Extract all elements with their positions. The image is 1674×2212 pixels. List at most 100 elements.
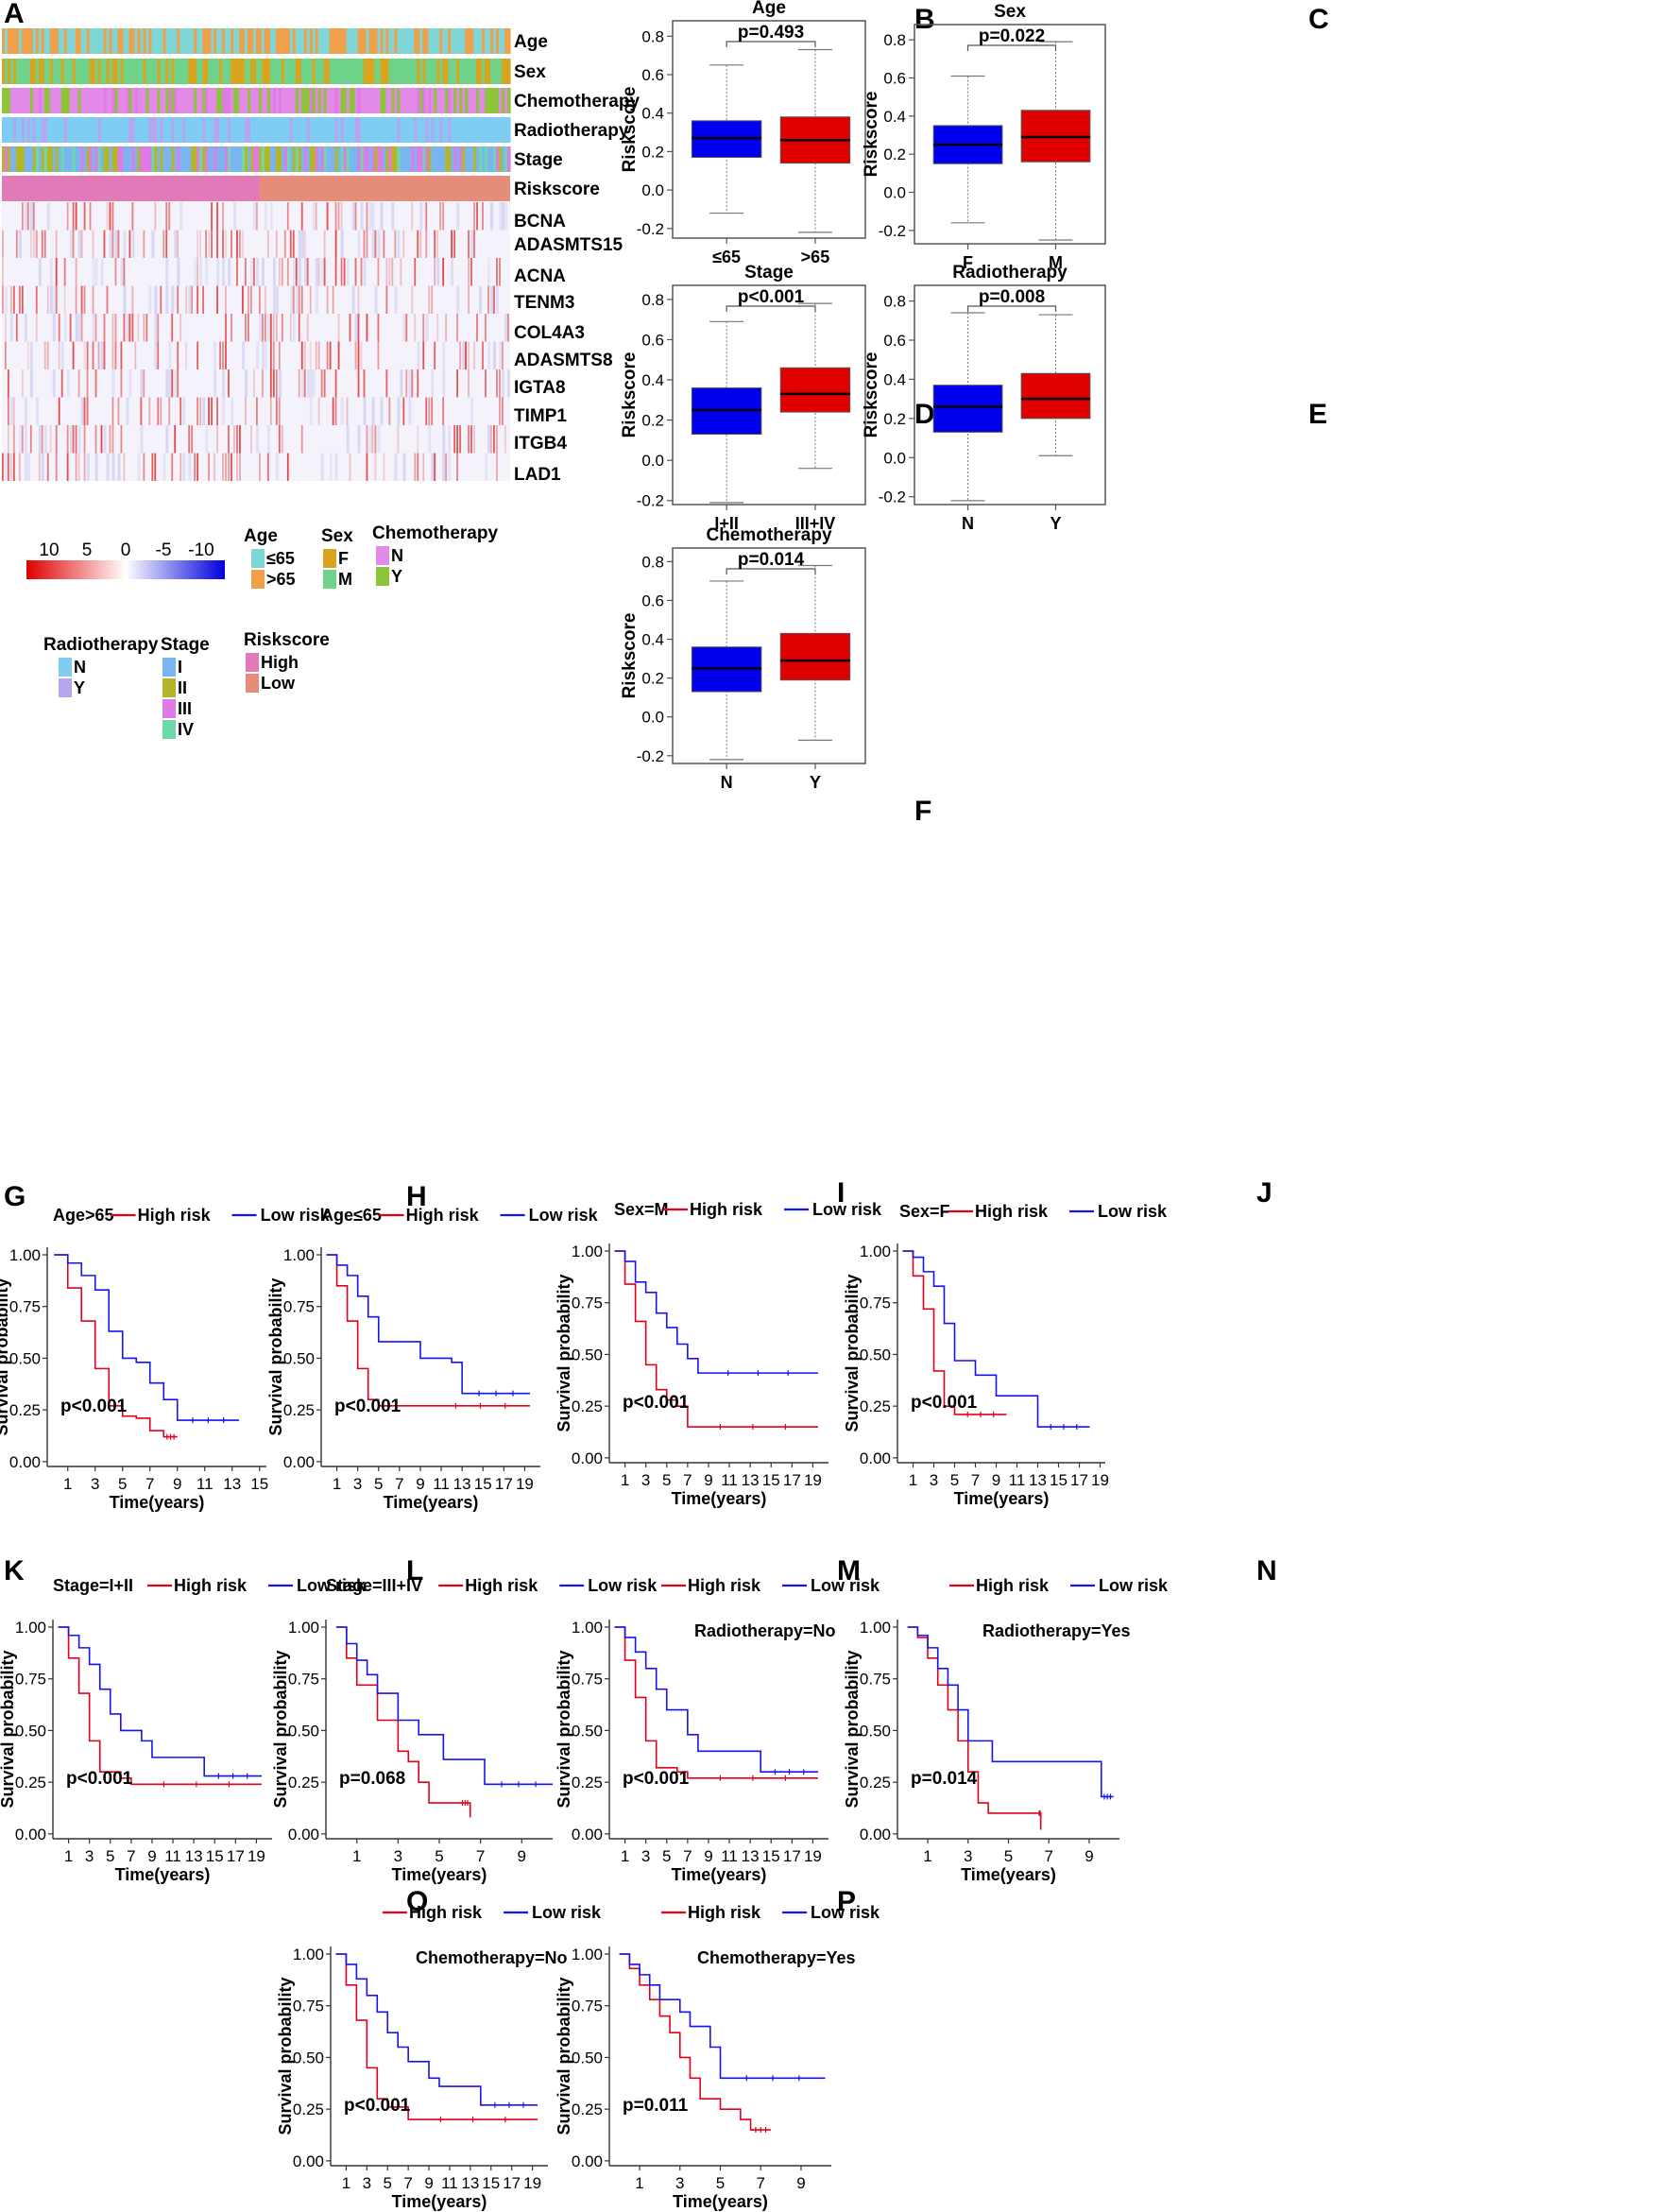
gene-cell bbox=[272, 258, 276, 286]
annotation-cell bbox=[4, 59, 9, 84]
annotation-cell bbox=[225, 117, 229, 143]
annotation-cell bbox=[199, 59, 203, 84]
annotation-cell bbox=[29, 146, 34, 172]
annotation-cell bbox=[363, 146, 367, 172]
annotation-cell bbox=[332, 146, 336, 172]
annotation-cell bbox=[168, 59, 172, 84]
gene-cell bbox=[75, 258, 77, 286]
gene-cell bbox=[120, 341, 123, 369]
annotation-cell bbox=[77, 146, 82, 172]
p-value: p<0.001 bbox=[66, 1769, 133, 1789]
legend-high-risk: High risk bbox=[138, 1206, 212, 1225]
annotation-cell bbox=[292, 146, 297, 172]
annotation-cell bbox=[371, 117, 376, 143]
gene-cell bbox=[211, 230, 213, 258]
gene-cell bbox=[385, 258, 388, 286]
annotation-cell bbox=[211, 59, 214, 84]
gene-cell bbox=[228, 369, 230, 398]
annotation-cell bbox=[60, 88, 65, 113]
annotation-cell bbox=[417, 146, 420, 172]
gene-label: ACNA bbox=[514, 266, 566, 286]
gene-cell bbox=[123, 453, 126, 481]
annotation-cell bbox=[194, 59, 197, 84]
annotation-cell bbox=[493, 28, 497, 54]
annotation-cell bbox=[233, 117, 237, 143]
gene-cell bbox=[26, 341, 29, 369]
gene-cell bbox=[366, 202, 368, 231]
gene-cell bbox=[453, 230, 456, 258]
annotation-cell bbox=[397, 59, 401, 84]
gene-cell bbox=[24, 202, 27, 231]
y-tick-label: 0.50 bbox=[9, 1349, 41, 1367]
annotation-cell bbox=[283, 28, 288, 54]
annotation-cell bbox=[154, 59, 158, 84]
annotation-cell bbox=[326, 117, 331, 143]
gene-cell bbox=[451, 230, 453, 258]
gene-cell bbox=[292, 285, 295, 314]
annotation-cell bbox=[233, 146, 237, 172]
gene-cell bbox=[225, 285, 227, 314]
x-axis-label: Time(years) bbox=[672, 1489, 767, 1508]
gene-cell bbox=[18, 230, 22, 258]
annotation-cell bbox=[160, 146, 163, 172]
annotation-cell bbox=[86, 88, 91, 113]
legend-item: III bbox=[178, 699, 192, 718]
gene-cell bbox=[123, 258, 126, 286]
high-risk-curve bbox=[907, 1626, 1042, 1830]
annotation-cell bbox=[411, 117, 415, 143]
panel-letter-H: H bbox=[406, 1181, 427, 1212]
gene-cell bbox=[228, 258, 231, 286]
legend-swatch bbox=[162, 720, 176, 739]
annotation-row-sex: Sex bbox=[2, 59, 546, 84]
gene-cell bbox=[77, 230, 81, 258]
annotation-cell bbox=[35, 146, 40, 172]
gene-cell bbox=[137, 314, 140, 342]
legend-high-risk: High risk bbox=[409, 1903, 483, 1922]
annotation-cell bbox=[231, 117, 234, 143]
annotation-cell bbox=[419, 117, 423, 143]
annotation-cell bbox=[337, 146, 342, 172]
gene-cell bbox=[292, 258, 296, 286]
gene-cell bbox=[18, 285, 21, 314]
x-tick-label: 5 bbox=[384, 2174, 392, 2192]
x-axis-label: Time(years) bbox=[115, 1865, 211, 1884]
box-iqr bbox=[779, 632, 851, 681]
gene-cell bbox=[502, 397, 504, 425]
annotation-cell bbox=[32, 59, 37, 84]
gene-cell bbox=[92, 341, 94, 369]
annotation-cell bbox=[490, 146, 494, 172]
legend-low-risk: Low risk bbox=[1098, 1202, 1168, 1221]
annotation-cell bbox=[354, 146, 359, 172]
annotation-cell bbox=[199, 117, 203, 143]
y-tick-label: 0.0 bbox=[883, 184, 906, 202]
annotation-cell bbox=[131, 59, 136, 84]
annotation-cell bbox=[289, 59, 294, 84]
annotation-cell bbox=[174, 28, 178, 54]
gene-cell bbox=[111, 314, 114, 342]
y-tick-label: 1.00 bbox=[572, 1243, 603, 1260]
gene-cell bbox=[366, 230, 368, 258]
gene-cell bbox=[134, 341, 137, 369]
annotation-cell bbox=[496, 117, 500, 143]
gene-cell bbox=[349, 453, 351, 481]
gene-cell bbox=[60, 369, 63, 398]
x-axis-label: Time(years) bbox=[110, 1493, 205, 1512]
gene-cell bbox=[468, 369, 470, 398]
annotation-cell bbox=[225, 28, 229, 54]
gene-cell bbox=[468, 230, 470, 258]
annotation-cell bbox=[499, 88, 503, 113]
annotation-cell bbox=[275, 146, 280, 172]
annotation-cell bbox=[174, 88, 178, 113]
annotation-cell bbox=[18, 117, 23, 143]
annotation-cell bbox=[315, 88, 319, 113]
gene-cell bbox=[405, 314, 408, 342]
annotation-cell bbox=[281, 88, 285, 113]
annotation-cell bbox=[394, 59, 399, 84]
annotation-cell bbox=[346, 59, 350, 84]
annotation-cell bbox=[499, 28, 503, 54]
annotation-cell bbox=[15, 88, 20, 113]
annotation-cell bbox=[357, 88, 362, 113]
annotation-cell bbox=[445, 88, 449, 113]
x-tick-label: 15 bbox=[1050, 1471, 1068, 1489]
gene-cell bbox=[75, 453, 77, 481]
